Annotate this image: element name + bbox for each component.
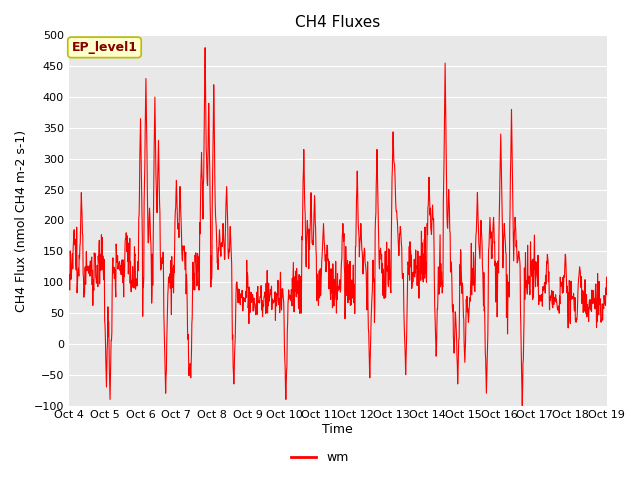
Title: CH4 Fluxes: CH4 Fluxes [295, 15, 380, 30]
X-axis label: Time: Time [323, 423, 353, 436]
Text: EP_level1: EP_level1 [72, 41, 138, 54]
Legend: wm: wm [286, 446, 354, 469]
Y-axis label: CH4 Flux (nmol CH4 m-2 s-1): CH4 Flux (nmol CH4 m-2 s-1) [15, 130, 28, 312]
